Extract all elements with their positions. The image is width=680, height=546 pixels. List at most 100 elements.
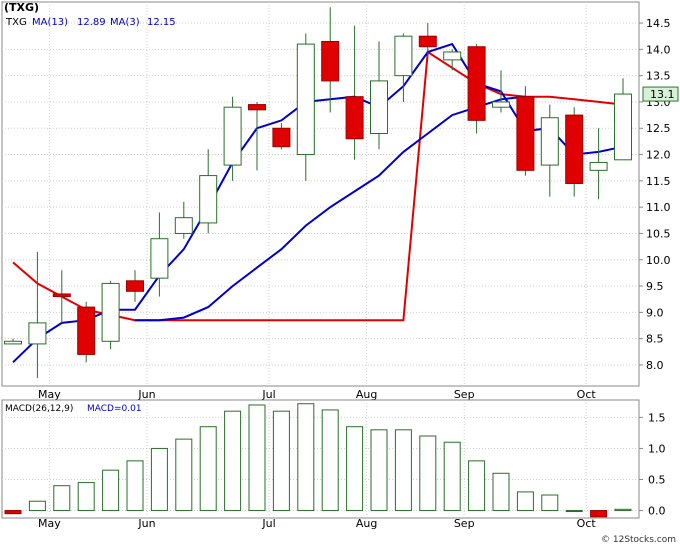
macd-bar xyxy=(102,469,120,512)
last-price-badge-box xyxy=(642,86,679,102)
candle-up xyxy=(589,161,608,171)
candle-up xyxy=(370,80,388,135)
price-y-tick-label: 8.5 xyxy=(646,333,664,346)
macd-y-tick-label: 1.0 xyxy=(648,442,666,455)
macd-x-axis: May Jun Jul Aug Sep Oct xyxy=(38,517,596,530)
last-price-badge-text: 13.1 xyxy=(650,88,675,101)
macd-bar xyxy=(346,426,364,512)
price-x-tick-label: Jul xyxy=(261,388,275,401)
price-x-tick-label: Aug xyxy=(356,388,377,401)
macd-bar xyxy=(53,485,71,512)
price-y-tick-label: 14.0 xyxy=(646,43,671,56)
candle-up xyxy=(174,217,193,234)
macd-bar xyxy=(248,404,266,512)
price-y-tick-label: 8.0 xyxy=(646,359,664,372)
candle-up xyxy=(223,106,242,166)
macd-legend: MACD(26,12,9) MACD=0.01 xyxy=(5,404,142,414)
macd-bar xyxy=(590,510,608,518)
macd-x-tick-label: Aug xyxy=(356,517,377,530)
legend-ma13-value: 12.89 xyxy=(77,17,106,28)
macd-bar xyxy=(272,410,290,512)
macd-bar xyxy=(4,510,22,515)
candle-up xyxy=(614,93,632,161)
price-x-tick-label: May xyxy=(38,388,61,401)
macd-grid xyxy=(2,400,639,518)
candle-down xyxy=(248,104,266,111)
candle-down xyxy=(565,114,584,184)
candle-up xyxy=(394,35,413,77)
price-candles xyxy=(4,7,632,379)
macd-bar xyxy=(297,403,315,512)
candle-up xyxy=(443,51,462,61)
candle-up xyxy=(492,101,510,108)
ma-line xyxy=(135,95,526,322)
candle-down xyxy=(126,280,144,292)
macd-bar xyxy=(199,426,217,512)
macd-histogram xyxy=(4,403,632,518)
candle-down xyxy=(516,96,535,171)
macd-bar xyxy=(541,494,559,512)
candle-down xyxy=(418,35,437,48)
macd-bar xyxy=(565,510,583,513)
macd-bar xyxy=(321,409,339,512)
price-y-tick-label: 14.5 xyxy=(646,17,671,30)
macd-x-tick-label: Sep xyxy=(454,517,475,530)
candle-down xyxy=(345,96,364,140)
macd-bar xyxy=(419,435,437,512)
price-y-tick-label: 9.5 xyxy=(646,280,664,293)
candle-up xyxy=(101,282,120,342)
price-y-tick-label: 10.0 xyxy=(646,254,671,267)
macd-y-axis: 0.0 0.5 1.0 1.5 xyxy=(639,411,666,518)
price-panel-frame xyxy=(1,1,640,387)
macd-bar xyxy=(77,482,95,512)
candle-down xyxy=(272,127,291,148)
macd-y-tick-label: 1.5 xyxy=(648,411,666,424)
macd-legend-value: MACD=0.01 xyxy=(87,404,142,414)
macd-bar xyxy=(150,447,168,512)
macd-x-tick-label: May xyxy=(38,517,61,530)
candle-up xyxy=(540,117,559,166)
macd-legend-label: MACD(26,12,9) xyxy=(5,404,73,414)
macd-panel: 0.0 0.5 1.0 1.5 May Jun Jul Aug Sep Oct MACD(26,… xyxy=(1,399,666,530)
price-y-tick-label: 10.5 xyxy=(646,227,671,240)
candle-up xyxy=(199,175,218,224)
price-y-tick-label: 11.0 xyxy=(646,201,671,214)
macd-bar xyxy=(224,410,242,512)
macd-bar xyxy=(175,438,193,512)
price-panel-legend: (TXG) TXG MA(13) 12.89 MA(3) 12.15 xyxy=(4,1,176,28)
price-panel: 8.08.59.09.510.010.511.011.512.012.513.0… xyxy=(1,1,679,401)
macd-y-tick-label: 0.0 xyxy=(648,505,666,518)
candle-up xyxy=(4,340,22,345)
legend-ma3-value: 12.15 xyxy=(147,17,176,28)
macd-bar xyxy=(394,429,412,512)
watermark: © 12Stocks.com xyxy=(601,535,676,545)
macd-bar xyxy=(126,460,144,512)
price-x-axis: May Jun Jul Aug Sep Oct xyxy=(38,388,596,401)
last-price-badge: 13.1 xyxy=(642,86,679,102)
chart-title: (TXG) xyxy=(4,1,39,14)
price-y-tick-label: 9.0 xyxy=(646,306,664,319)
price-y-axis: 8.08.59.09.510.010.511.011.512.012.513.0… xyxy=(639,17,671,372)
candle-down xyxy=(52,293,71,298)
macd-x-tick-label: Jul xyxy=(261,517,275,530)
candle-down xyxy=(321,40,340,82)
price-y-tick-label: 11.5 xyxy=(646,175,671,188)
macd-y-tick-label: 0.5 xyxy=(648,473,666,486)
candle-up xyxy=(296,43,315,156)
macd-bar xyxy=(492,472,510,512)
price-grid xyxy=(2,2,639,386)
legend-ticker: TXG xyxy=(5,17,27,28)
macd-x-tick-label: Oct xyxy=(577,517,597,530)
price-y-tick-label: 12.5 xyxy=(646,122,671,135)
legend-ma3-label: MA(3) xyxy=(110,17,140,28)
macd-bar xyxy=(443,441,461,512)
macd-bar xyxy=(370,429,388,512)
macd-bar xyxy=(614,508,632,512)
macd-x-tick-label: Jun xyxy=(137,517,155,530)
macd-bar xyxy=(28,500,46,512)
price-x-tick-label: Sep xyxy=(454,388,475,401)
candle-down xyxy=(77,306,96,355)
legend-ma13-label: MA(13) xyxy=(32,17,68,28)
macd-bar xyxy=(468,460,486,512)
